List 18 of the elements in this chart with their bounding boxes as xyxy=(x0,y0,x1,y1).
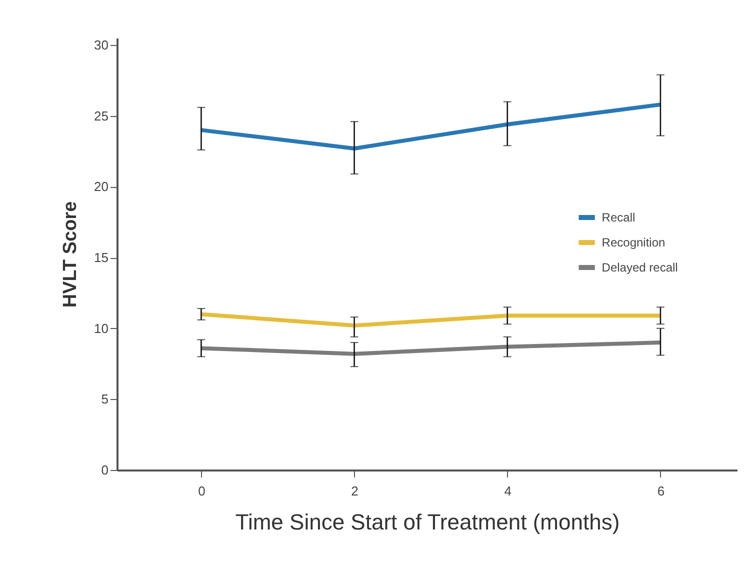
legend-label: Delayed recall xyxy=(602,260,678,274)
legend-label: Recall xyxy=(602,210,636,224)
legend-label: Recognition xyxy=(602,235,666,250)
x-tick-label: 4 xyxy=(504,484,512,498)
y-tick-label: 20 xyxy=(94,179,108,194)
x-tick-label: 2 xyxy=(351,484,358,498)
y-tick-label: 0 xyxy=(101,462,108,478)
y-tick-label: 5 xyxy=(101,392,108,407)
x-axis-title: Time Since Start of Treatment (months) xyxy=(235,510,620,534)
y-tick-label: 25 xyxy=(94,108,108,124)
y-tick-label: 15 xyxy=(94,250,108,266)
line-series xyxy=(199,340,662,356)
y-tick-label: 10 xyxy=(94,320,108,336)
x-tick-label: 6 xyxy=(657,484,665,498)
line-series xyxy=(199,102,662,150)
y-axis-title: HVLT Score xyxy=(60,201,82,308)
x-tick-label: 0 xyxy=(198,484,206,498)
y-tick-label: 30 xyxy=(94,38,108,53)
